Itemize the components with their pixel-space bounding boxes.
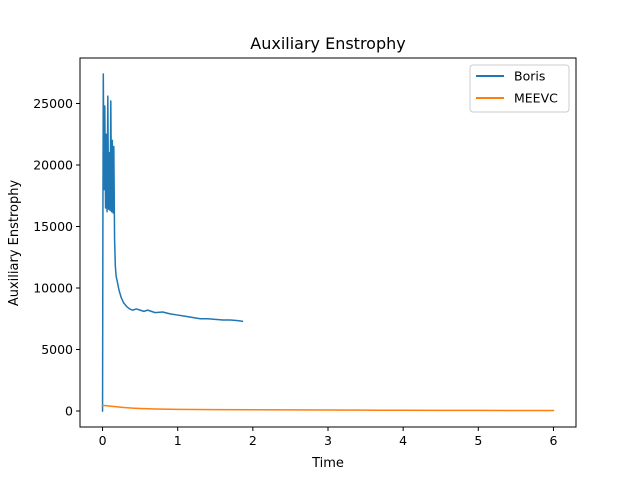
y-axis-ticks: 0 5000 10000 15000 20000 25000 <box>33 96 80 419</box>
y-tick-label: 20000 <box>33 158 73 173</box>
x-tick-label: 1 <box>174 433 182 448</box>
x-tick-label: 2 <box>249 433 257 448</box>
y-tick-label: 25000 <box>33 96 73 111</box>
x-tick-label: 3 <box>324 433 332 448</box>
x-axis-label: Time <box>311 456 344 471</box>
y-tick-label: 5000 <box>41 342 73 357</box>
x-tick-label: 5 <box>474 433 482 448</box>
x-axis-ticks: 0 1 2 3 4 5 6 <box>99 427 557 448</box>
x-tick-label: 6 <box>549 433 557 448</box>
legend-label-meevc: MEEVC <box>514 91 558 106</box>
series-line-boris <box>101 73 244 412</box>
legend: Boris MEEVC <box>469 64 570 113</box>
y-tick-label: 10000 <box>33 281 73 296</box>
legend-label-boris: Boris <box>514 69 545 84</box>
y-tick-label: 15000 <box>33 219 73 234</box>
series-line-meevc <box>101 404 555 412</box>
x-tick-label: 4 <box>399 433 407 448</box>
plot-lines <box>101 73 555 412</box>
y-axis-label: Auxiliary Enstrophy <box>7 180 22 307</box>
y-tick-label: 0 <box>65 404 73 419</box>
chart-title: Auxiliary Enstrophy <box>250 34 405 53</box>
x-tick-label: 0 <box>99 433 107 448</box>
